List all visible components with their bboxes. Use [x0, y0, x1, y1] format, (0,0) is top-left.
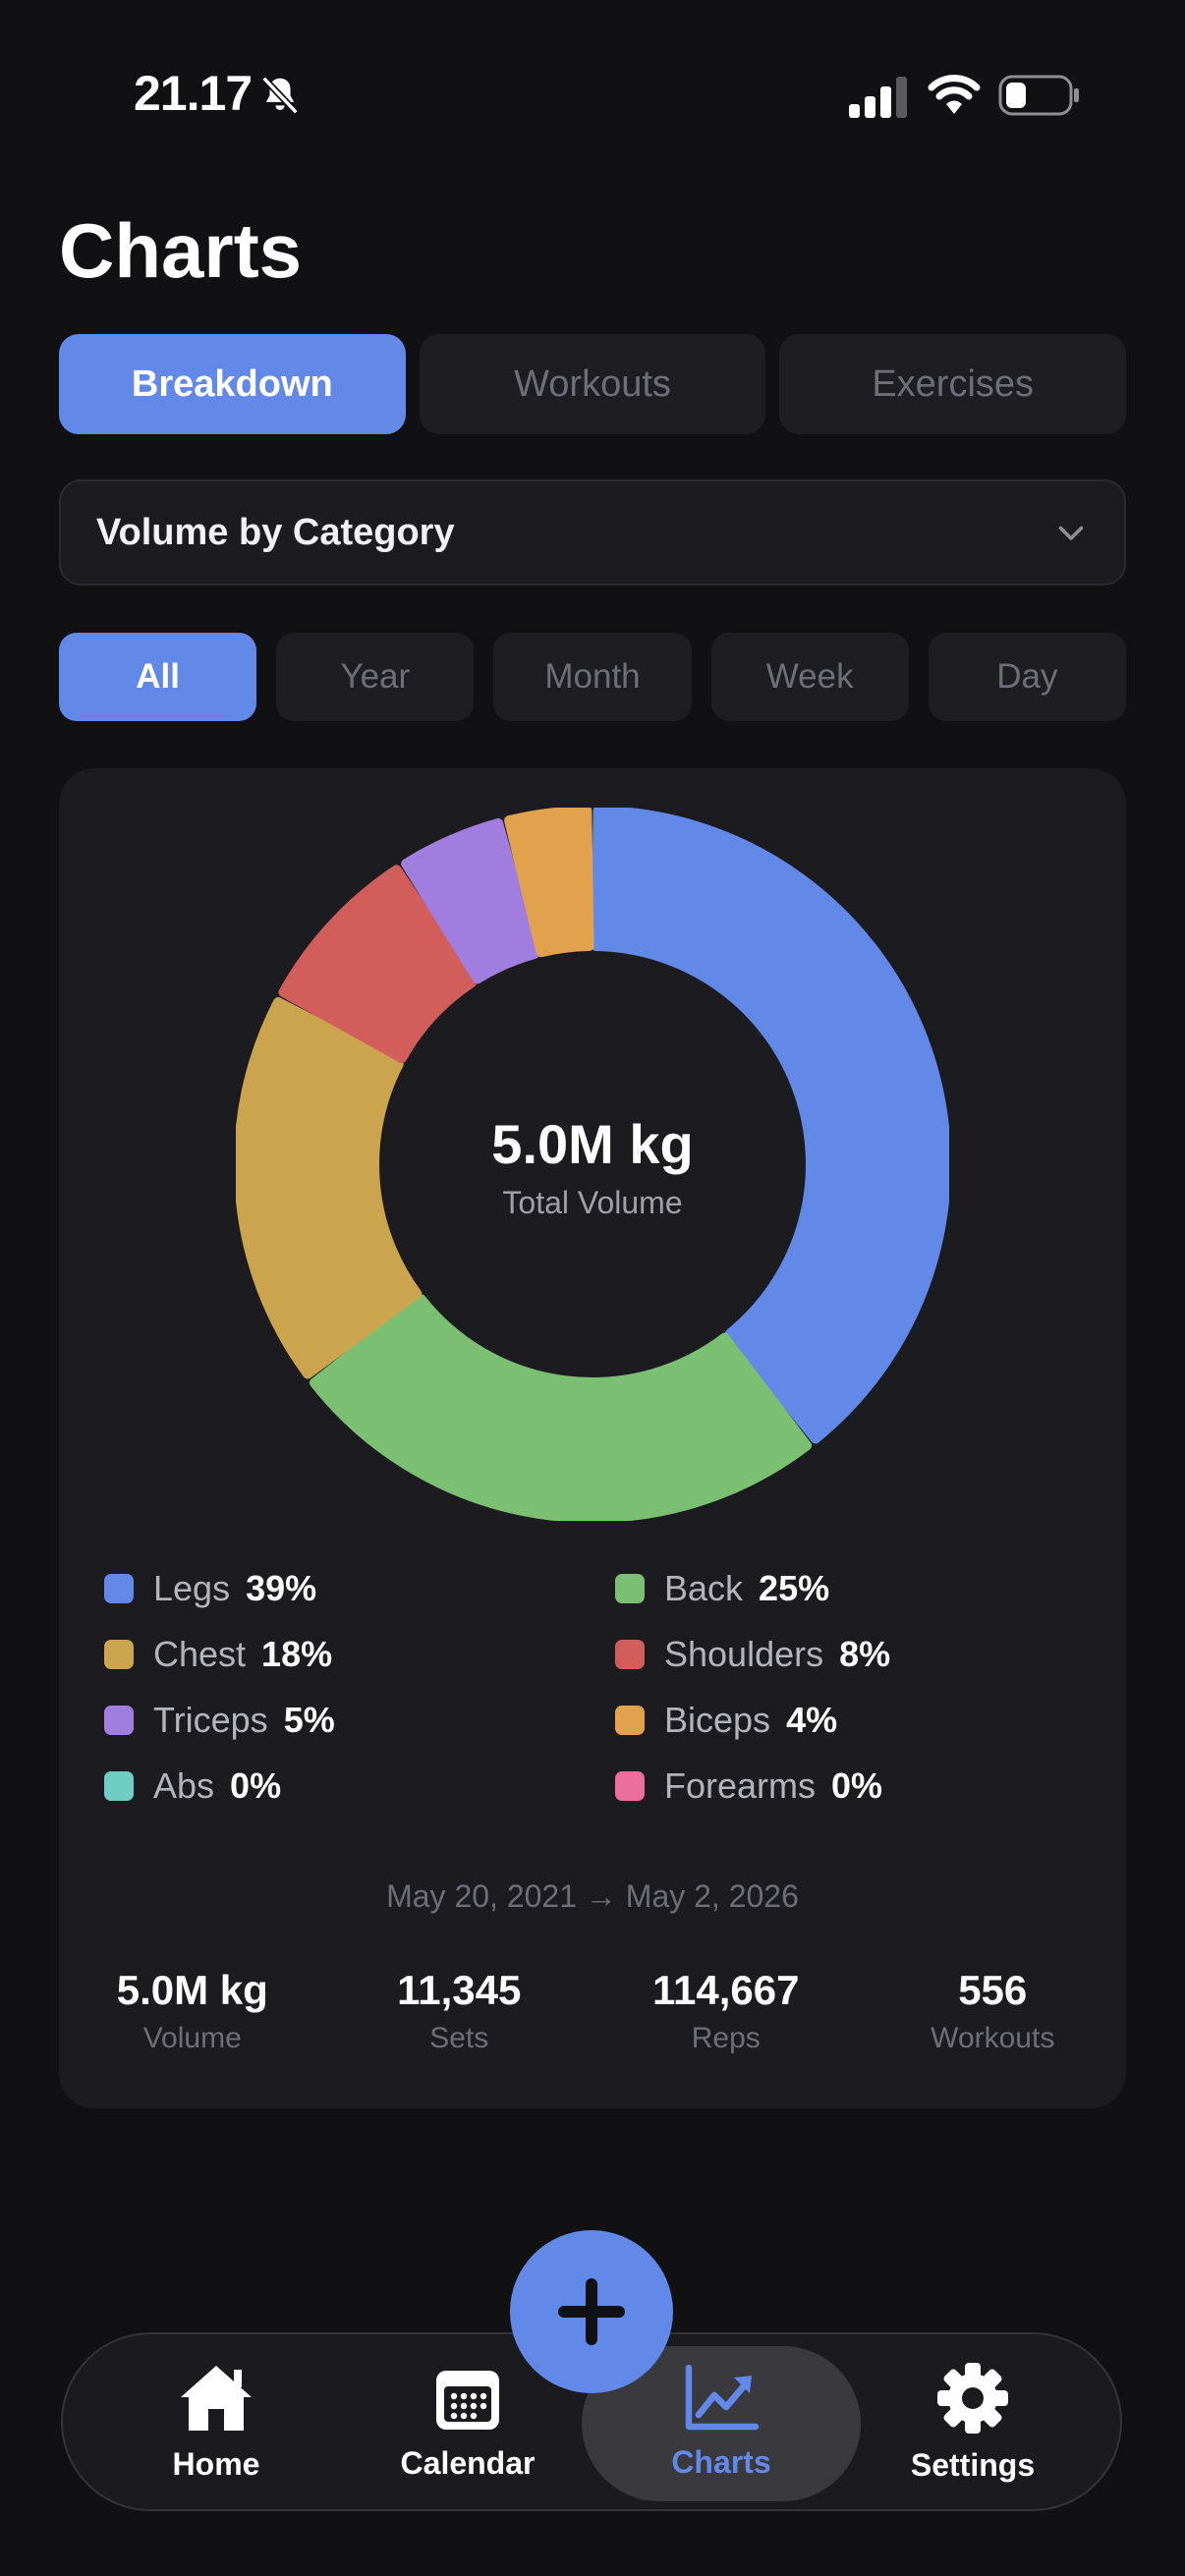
legend-item-forearms: Forearms 0% [615, 1762, 882, 1811]
period-year[interactable]: Year [276, 633, 475, 721]
chevron-down-icon [1058, 526, 1084, 540]
dropdown-selected-value: Volume by Category [96, 511, 455, 553]
stat-label: Volume [142, 2022, 242, 2054]
stat-value: 5.0M kg [116, 1967, 268, 2013]
nav-label: Home [172, 2445, 260, 2482]
nav-settings[interactable]: Settings [845, 2334, 1100, 2509]
nav-calendar[interactable]: Calendar [340, 2334, 595, 2509]
wifi-icon [928, 75, 981, 114]
legend-swatch [615, 1574, 645, 1603]
legend-swatch [104, 1574, 134, 1603]
legend-percent: 39% [246, 1568, 317, 1608]
nav-charts[interactable]: Charts [593, 2334, 849, 2509]
legend-label: Back [664, 1568, 744, 1608]
legend-item-shoulders: Shoulders 8% [615, 1630, 890, 1679]
period-day[interactable]: Day [928, 633, 1127, 721]
home-icon [181, 2365, 252, 2431]
period-all[interactable]: All [59, 633, 257, 721]
period-month[interactable]: Month [493, 633, 692, 721]
stat-label: Sets [429, 2022, 489, 2054]
legend-item-chest: Chest 18% [104, 1630, 332, 1679]
donut-slice-legs[interactable] [591, 808, 949, 1444]
calendar-icon [436, 2370, 499, 2430]
legend-percent: 0% [230, 1765, 282, 1806]
page-title: Charts [59, 207, 303, 294]
stat-value: 556 [958, 1967, 1028, 2013]
donut-slice-biceps[interactable] [504, 808, 594, 958]
legend-item-triceps: Triceps 5% [104, 1696, 335, 1745]
silent-bell-icon [261, 76, 299, 115]
breakdown-card: 5.0M kg Total Volume Legs 39% Back 25% Chest… [59, 768, 1126, 2108]
legend-swatch [615, 1640, 645, 1669]
tab-workouts[interactable]: Workouts [419, 334, 766, 434]
donut-slice-triceps[interactable] [401, 818, 539, 984]
add-workout-button[interactable] [510, 2230, 673, 2393]
stat-label: Workouts [931, 2022, 1055, 2054]
tab-exercises[interactable]: Exercises [779, 334, 1127, 434]
legend-swatch [104, 1640, 134, 1669]
stat-sets: 11,345 Sets [326, 1967, 593, 2055]
donut-slice-shoulders[interactable] [278, 865, 478, 1064]
date-range: May 20, 2021 → May 2, 2026 [386, 1878, 799, 1914]
legend-item-abs: Abs 0% [104, 1762, 281, 1811]
legend-item-back: Back 25% [615, 1564, 829, 1613]
cellular-signal-icon [849, 77, 907, 118]
gear-icon [937, 2362, 1008, 2434]
donut-center-value: 5.0M kg [491, 1113, 694, 1175]
tab-breakdown[interactable]: Breakdown [59, 334, 406, 434]
plus-icon [558, 2278, 625, 2345]
legend-label: Legs [153, 1568, 231, 1608]
battery-icon [998, 75, 1079, 116]
legend-item-legs: Legs 39% [104, 1564, 316, 1613]
summary-stats: 5.0M kg Volume 11,345 Sets 114,667 Reps … [59, 1967, 1126, 2055]
donut-center-label: Total Volume [502, 1185, 683, 1220]
legend-item-biceps: Biceps 4% [615, 1696, 837, 1745]
legend-swatch [104, 1771, 134, 1801]
stat-volume: 5.0M kg Volume [59, 1967, 326, 2055]
nav-label: Charts [671, 2443, 771, 2480]
legend-percent: 8% [839, 1634, 891, 1674]
status-time: 21.17 [134, 66, 253, 121]
legend-percent: 25% [759, 1568, 830, 1608]
period-week[interactable]: Week [710, 633, 909, 721]
legend-percent: 0% [831, 1765, 883, 1806]
donut-slice-chest[interactable] [236, 996, 423, 1379]
legend-label: Abs [153, 1765, 215, 1806]
legend-label: Forearms [664, 1765, 817, 1806]
stat-label: Reps [691, 2022, 761, 2054]
chart-icon [685, 2364, 760, 2430]
legend-swatch [104, 1706, 134, 1735]
donut-slice-back[interactable] [309, 1294, 813, 1521]
metric-dropdown[interactable]: Volume by Category [59, 479, 1126, 586]
nav-label: Settings [910, 2446, 1036, 2483]
stat-reps: 114,667 Reps [592, 1967, 860, 2055]
stat-value: 114,667 [651, 1967, 800, 2013]
legend-label: Shoulders [664, 1634, 824, 1674]
legend-label: Triceps [153, 1700, 268, 1740]
nav-label: Calendar [400, 2444, 536, 2481]
legend-percent: 4% [786, 1700, 838, 1740]
period-tabs: All Year Month Week Day [59, 633, 1127, 721]
nav-home[interactable]: Home [88, 2334, 344, 2509]
legend-percent: 18% [261, 1634, 333, 1674]
view-tabs: Breakdown Workouts Exercises [59, 334, 1127, 434]
legend-swatch [615, 1706, 645, 1735]
donut-chart [236, 808, 949, 1521]
legend-label: Chest [153, 1634, 247, 1674]
stat-workouts: 556 Workouts [860, 1967, 1127, 2055]
legend-label: Biceps [664, 1700, 771, 1740]
legend-percent: 5% [283, 1700, 335, 1740]
legend-swatch [615, 1771, 645, 1801]
stat-value: 11,345 [397, 1967, 522, 2013]
